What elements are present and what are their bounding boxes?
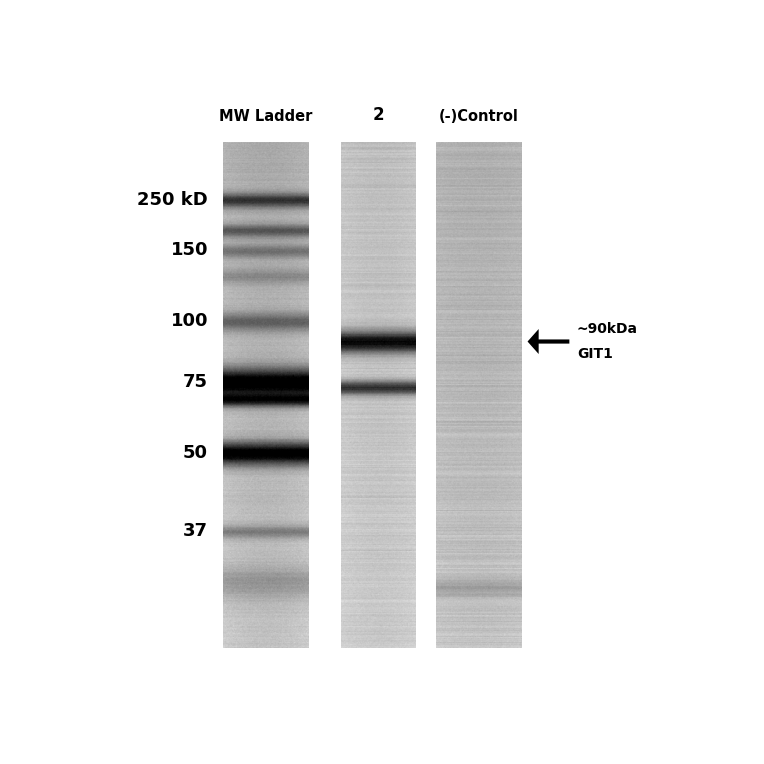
- Text: 75: 75: [183, 373, 208, 391]
- Text: GIT1: GIT1: [577, 348, 613, 361]
- Text: ~90kDa: ~90kDa: [577, 322, 638, 335]
- Text: (-)Control: (-)Control: [439, 109, 519, 124]
- Text: 50: 50: [183, 444, 208, 461]
- Text: MW Ladder: MW Ladder: [219, 109, 312, 124]
- Text: 150: 150: [170, 241, 208, 260]
- Text: 37: 37: [183, 523, 208, 540]
- Text: 2: 2: [372, 106, 384, 124]
- Text: 250 kD: 250 kD: [138, 191, 208, 209]
- Text: 100: 100: [170, 312, 208, 330]
